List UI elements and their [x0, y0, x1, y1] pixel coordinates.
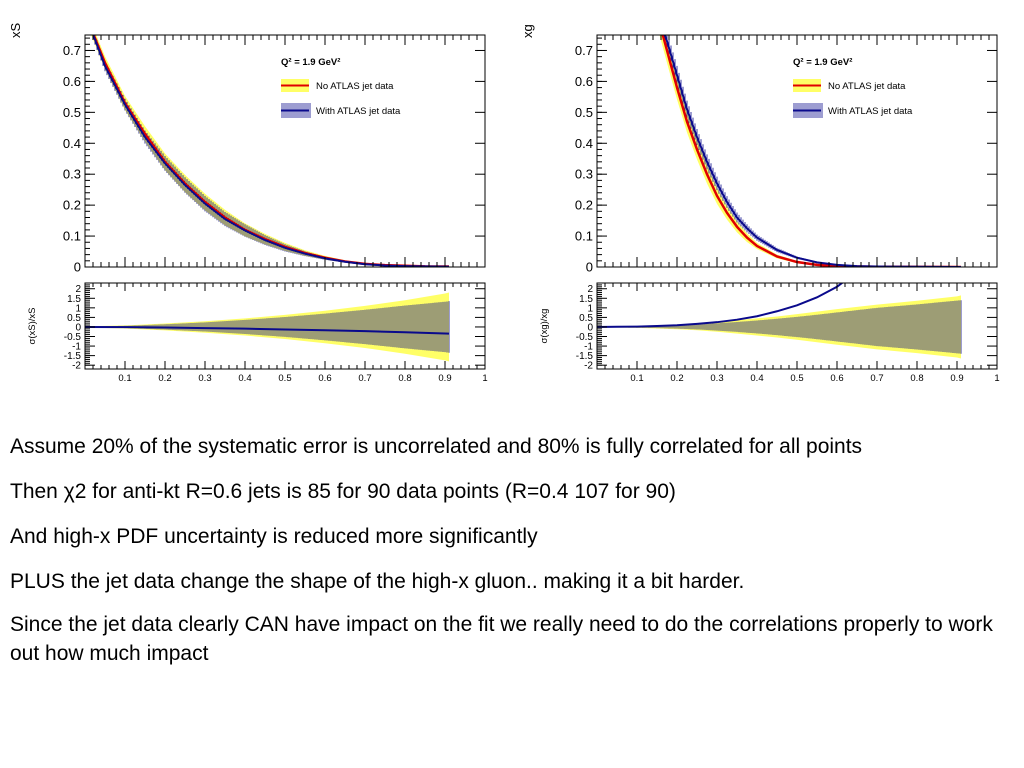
legend-label: No ATLAS jet data: [828, 81, 906, 92]
x-tick-label: 0.4: [238, 373, 251, 384]
y-axis-label: σ(xg)/xg: [539, 309, 550, 344]
paragraph-gluon-shape: PLUS the jet data change the shape of th…: [10, 570, 745, 593]
series-line-with-atlas: [597, 283, 844, 328]
uncertainty-band-no-atlas: [659, 35, 961, 267]
y-tick-label: 0.7: [575, 43, 593, 58]
y-tick-label: 0.5: [575, 105, 593, 120]
plot-frame: [596, 34, 998, 268]
panel-xg-ratio: 21.510.50-0.5-1-1.5-20.1 0.2 0.3 0.4 0.5 0.6 0…: [539, 282, 1000, 384]
x-tick-label: 0.5: [790, 373, 803, 384]
plot-area: [659, 35, 962, 267]
y-tick-label: 0.1: [63, 229, 81, 244]
x-tick-label: 0.2: [670, 373, 683, 384]
y-tick-label: 1: [587, 303, 593, 314]
x-tick-label: 0.7: [870, 373, 883, 384]
paragraph-pdf-uncertainty: And high-x PDF uncertainty is reduced mo…: [10, 525, 538, 548]
paragraph-correlations: Since the jet data clearly CAN have impa…: [10, 613, 993, 665]
y-tick-label: 0.3: [63, 167, 81, 182]
y-tick-label: 0.6: [575, 74, 593, 89]
x-tick-label: 0.2: [158, 373, 171, 384]
x-tick-label: 0.6: [318, 373, 331, 384]
x-tick-label: 0.3: [198, 373, 211, 384]
legend-title: Q² = 1.9 GeV²: [793, 57, 852, 68]
y-tick-label: -1.5: [576, 351, 594, 362]
panel-xS-ratio: 21.510.50-0.5-1-1.5-20.1 0.2 0.3 0.4 0.5 0.6 0…: [27, 282, 488, 384]
y-tick-label: 0: [74, 260, 81, 275]
y-tick-label: 0: [75, 322, 81, 333]
x-tick-label: 0.8: [398, 373, 411, 384]
y-tick-label: -2: [584, 361, 593, 372]
uncertainty-band-with-atlas: [92, 35, 450, 267]
pdf-comparison-figure: 0 0.1 0.2 0.3 0.4 0.5 0.6 0.7 xS Q² = 1.9 GeV² No …: [8, 23, 1000, 385]
x-tick-label: 0.1: [118, 373, 131, 384]
y-tick-label: -0.5: [576, 332, 594, 343]
y-tick-label: 0: [586, 260, 593, 275]
uncertainty-band-with-atlas: [662, 35, 962, 267]
series-line-with-atlas: [92, 35, 449, 267]
y-axis-label: xS: [8, 23, 23, 39]
y-tick-label: 2: [587, 284, 593, 295]
y-tick-label: -1.5: [64, 351, 82, 362]
x-tick-label: 0.7: [358, 373, 371, 384]
y-tick-label: -0.5: [64, 332, 82, 343]
x-tick-label: 0.5: [278, 373, 291, 384]
y-tick-label: -1: [584, 342, 593, 353]
bullet-text: Assume 20% of the systematic error is un…: [10, 432, 1010, 684]
y-tick-label: 0: [587, 322, 593, 333]
y-axis-label: σ(xS)/xS: [27, 307, 38, 344]
x-tick-label: 0.6: [830, 373, 843, 384]
uncertainty-band-with-atlas: [597, 300, 962, 354]
legend-label: With ATLAS jet data: [316, 106, 401, 117]
y-tick-label: 1: [75, 303, 81, 314]
y-tick-label: 0.7: [63, 43, 81, 58]
y-tick-label: 1.5: [67, 294, 81, 305]
panel-xg-main: 0 0.1 0.2 0.3 0.4 0.5 0.6 0.7 xg Q² = 1.9 GeV² No …: [520, 24, 998, 275]
paragraph-chi2: Then χ2 for anti-kt R=0.6 jets is 85 for…: [10, 480, 676, 503]
y-tick-label: 0.5: [63, 105, 81, 120]
x-tick-label: 1: [482, 373, 487, 384]
y-tick-label: 0.2: [575, 198, 593, 213]
series-line-with-atlas: [663, 35, 961, 267]
uncertainty-band-with-atlas: [85, 301, 450, 353]
x-tick-label: 1: [994, 373, 999, 384]
plot-area: [597, 283, 962, 359]
x-tick-label: 0.1: [630, 373, 643, 384]
x-tick-label: 0.8: [910, 373, 923, 384]
y-tick-label: 0.6: [63, 74, 81, 89]
series-line-with-atlas: [85, 325, 450, 335]
y-axis-label: xg: [520, 24, 535, 38]
plot-frame: [84, 34, 486, 268]
x-tick-label: 0.9: [438, 373, 451, 384]
legend-label: No ATLAS jet data: [316, 81, 394, 92]
y-tick-label: 0.2: [63, 198, 81, 213]
y-tick-label: 0.3: [575, 167, 593, 182]
plot-area: [91, 35, 450, 267]
x-tick-label: 0.3: [710, 373, 723, 384]
legend-label: With ATLAS jet data: [828, 106, 913, 117]
x-tick-label: 0.4: [750, 373, 763, 384]
y-tick-label: 0.1: [575, 229, 593, 244]
y-tick-label: 0.4: [575, 136, 593, 151]
plot-area: [85, 292, 450, 362]
uncertainty-band-no-atlas: [91, 35, 449, 267]
y-tick-label: 0.4: [63, 136, 81, 151]
x-tick-label: 0.9: [950, 373, 963, 384]
y-tick-label: -1: [72, 342, 81, 353]
y-tick-label: -2: [72, 361, 81, 372]
y-tick-label: 0.5: [579, 313, 593, 324]
series-line-no-atlas: [92, 35, 449, 267]
paragraph-systematic-error: Assume 20% of the systematic error is un…: [10, 435, 863, 458]
y-tick-label: 0.5: [67, 313, 81, 324]
panel-xS-main: 0 0.1 0.2 0.3 0.4 0.5 0.6 0.7 xS Q² = 1.9 GeV² No …: [8, 23, 486, 275]
series-line-no-atlas: [661, 35, 961, 267]
y-tick-label: 2: [75, 284, 81, 295]
y-tick-label: 1.5: [579, 294, 593, 305]
legend-title: Q² = 1.9 GeV²: [281, 57, 340, 68]
